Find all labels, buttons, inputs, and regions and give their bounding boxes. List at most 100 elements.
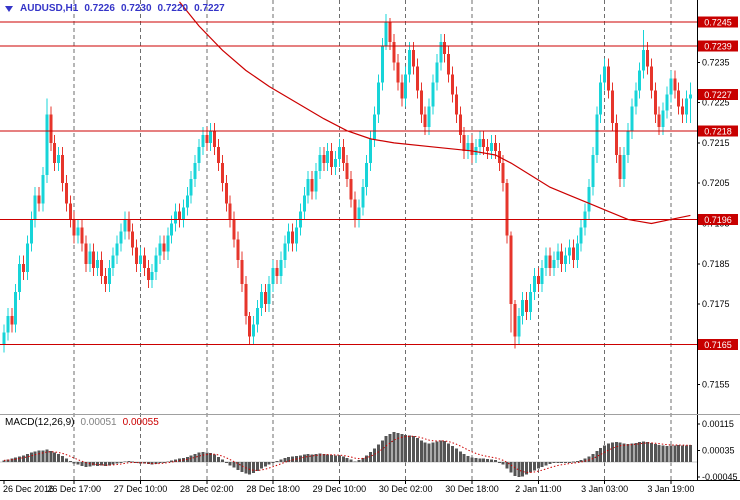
macd-histogram-bar: [400, 434, 404, 462]
macd-histogram-bar: [33, 451, 37, 462]
macd-signal-value: 0.00055: [122, 417, 159, 428]
macd-histogram-bar: [653, 444, 657, 462]
macd-histogram-bar: [603, 445, 607, 462]
candle-body: [220, 163, 224, 184]
macd-histogram-bar: [470, 457, 474, 462]
candle-body: [201, 134, 205, 147]
macd-histogram-bar: [614, 442, 618, 462]
levels-layer: [0, 21, 697, 345]
macd-histogram-bar: [439, 440, 443, 462]
macd-histogram-bar: [451, 446, 454, 462]
macd-histogram-bar: [139, 462, 142, 464]
candle-body: [92, 251, 96, 268]
candle-body: [88, 251, 92, 264]
candle-body: [213, 130, 217, 147]
macd-histogram-bar: [68, 461, 72, 462]
time-axis-label: 27 Dec 10:00: [114, 484, 168, 494]
macd-histogram-bar: [560, 462, 564, 463]
macd-histogram-bar: [454, 448, 458, 462]
candle-body: [380, 46, 384, 83]
symbol-header: AUDUSD,H1 0.7226 0.7230 0.7220 0.7227: [5, 3, 225, 14]
price-axis-label: 0.7155: [702, 380, 730, 390]
candle-body: [486, 146, 490, 151]
macd-histogram-bar: [100, 462, 103, 466]
macd-histogram-bar: [525, 462, 529, 475]
candle-body: [435, 62, 439, 83]
candle-body: [25, 243, 29, 272]
candle-body: [252, 324, 256, 337]
candle-body: [630, 106, 634, 131]
candles-layer: [2, 1, 692, 353]
candle-body: [76, 227, 80, 236]
price-tag-label: 0.7227: [704, 90, 732, 100]
macd-histogram-bar: [415, 438, 419, 462]
macd-histogram-bar: [497, 462, 501, 463]
candle-body: [10, 316, 14, 325]
macd-histogram-bar: [162, 462, 166, 463]
price-axis-label: 0.7205: [702, 178, 730, 188]
candle-body: [439, 42, 443, 63]
macd-histogram-bar: [72, 462, 76, 464]
macd-histogram-bar: [248, 462, 252, 475]
candle-body: [587, 187, 591, 212]
candle-body: [357, 207, 361, 220]
candle-body: [595, 114, 599, 155]
macd-histogram-bar: [626, 444, 630, 462]
macd-histogram-bar: [10, 458, 14, 462]
macd-histogram-bar: [646, 442, 649, 462]
macd-histogram-bar: [341, 456, 345, 462]
candle-body: [306, 179, 310, 196]
candle-body: [18, 263, 22, 293]
symbol-timeframe-label: AUDUSD,H1: [20, 3, 79, 14]
macd-histogram-bar: [478, 458, 482, 462]
candle-body: [139, 255, 142, 264]
candle-body: [248, 316, 252, 337]
candle-body: [642, 50, 646, 71]
macd-histogram-bar: [579, 460, 583, 462]
macd-histogram-bar: [57, 454, 61, 462]
candle-body: [517, 316, 521, 337]
macd-histogram-bar: [232, 462, 236, 468]
macd-histogram-bar: [665, 446, 669, 462]
macd-histogram-bar: [197, 452, 201, 462]
candle-body: [174, 211, 178, 224]
candle-body: [408, 50, 412, 75]
macd-histogram-bar: [111, 462, 115, 465]
macd-histogram-bar: [154, 462, 158, 464]
candle-body: [451, 74, 454, 95]
candle-body: [373, 114, 376, 139]
candle-body: [185, 195, 189, 208]
candle-body: [217, 146, 220, 164]
candle-body: [646, 50, 649, 67]
candle-body: [334, 159, 337, 168]
candle-body: [162, 243, 166, 252]
candle-body: [205, 134, 209, 143]
candle-body: [454, 94, 458, 115]
macd-histogram-bar: [349, 459, 353, 462]
candle-body: [314, 171, 318, 192]
macd-histogram-bar: [548, 462, 552, 464]
macd-histogram-bar: [501, 462, 505, 465]
macd-histogram-bar: [384, 436, 388, 462]
macd-histogram-bar: [18, 456, 22, 462]
macd-histogram-bar: [220, 459, 224, 462]
price-axis-label: 0.7215: [702, 138, 730, 148]
candle-body: [513, 304, 517, 337]
candle-body: [536, 275, 540, 284]
candle-body: [568, 247, 571, 256]
macd-histogram-bar: [107, 462, 111, 466]
price-tag: [698, 40, 738, 52]
candle-body: [447, 54, 451, 75]
macd-histogram-bar: [80, 462, 84, 466]
candle-body: [228, 203, 232, 220]
candle-body: [310, 179, 314, 192]
macd-histogram-bar: [688, 445, 692, 462]
candle-body: [618, 154, 622, 180]
macd-histogram-bar: [337, 455, 341, 462]
price-tag: [698, 89, 738, 101]
candle-body: [525, 300, 529, 313]
price-tag-label: 0.7245: [704, 18, 732, 28]
macd-histogram-bar: [96, 462, 100, 466]
macd-histogram-bar: [209, 453, 213, 462]
